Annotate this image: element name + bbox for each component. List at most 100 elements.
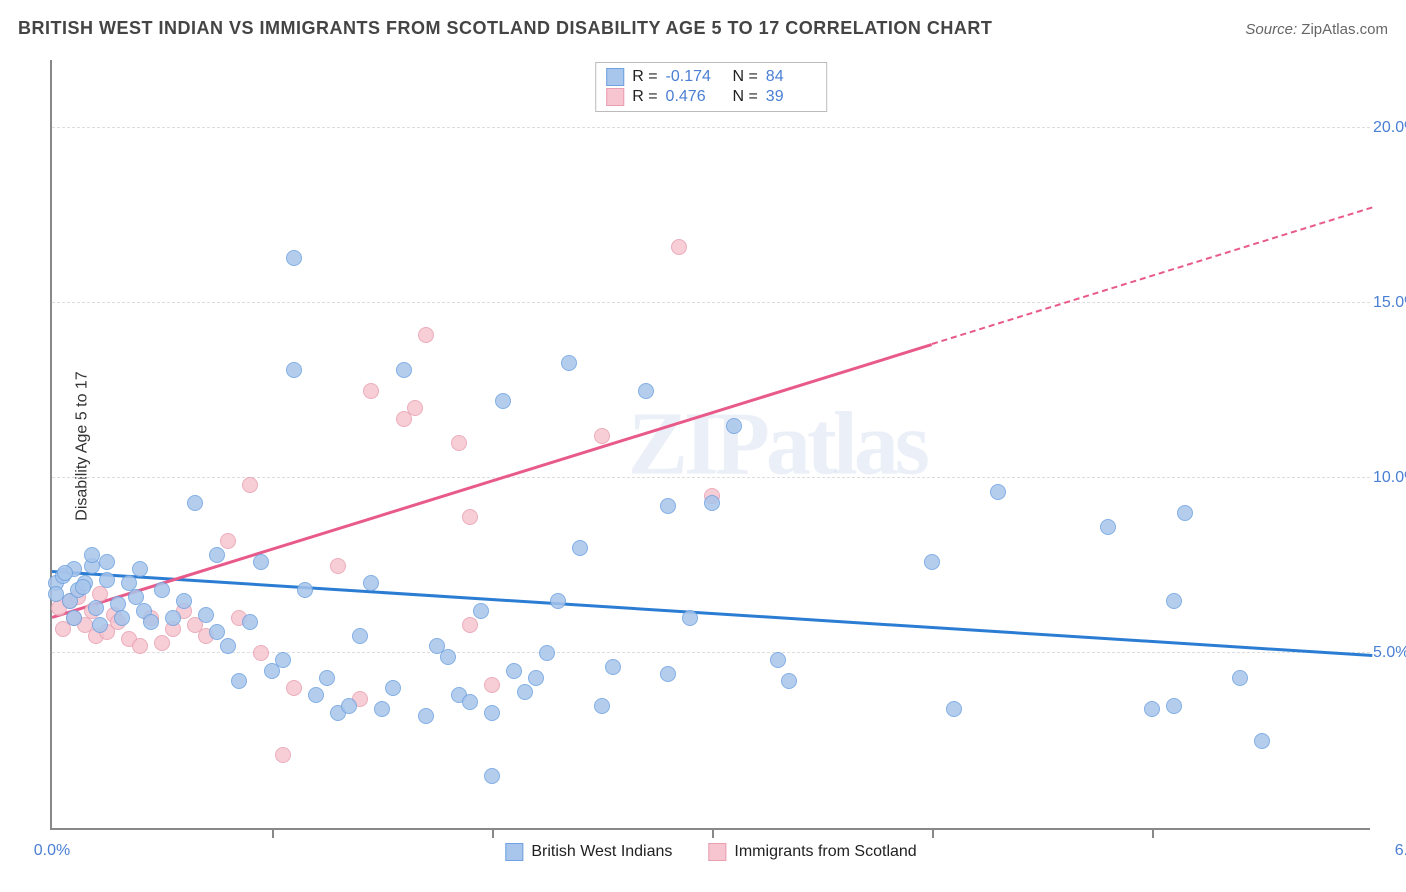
data-point-blue	[1100, 519, 1116, 535]
data-point-pink	[462, 509, 478, 525]
legend-label: British West Indians	[531, 843, 672, 861]
data-point-blue	[924, 554, 940, 570]
data-point-blue	[297, 582, 313, 598]
data-point-blue	[308, 687, 324, 703]
legend-swatch	[606, 88, 624, 106]
stat-n-value: 84	[766, 68, 816, 86]
data-point-blue	[440, 649, 456, 665]
y-tick-label: 10.0%	[1373, 469, 1406, 487]
data-point-blue	[946, 701, 962, 717]
data-point-pink	[154, 635, 170, 651]
data-point-blue	[638, 383, 654, 399]
data-point-pink	[418, 327, 434, 343]
stat-n-label: N =	[724, 68, 758, 86]
data-point-pink	[462, 617, 478, 633]
x-tick	[1152, 828, 1154, 838]
data-point-blue	[385, 680, 401, 696]
data-point-blue	[660, 498, 676, 514]
legend-swatch	[606, 68, 624, 86]
data-point-blue	[99, 572, 115, 588]
data-point-blue	[132, 561, 148, 577]
data-point-blue	[682, 610, 698, 626]
data-point-pink	[484, 677, 500, 693]
data-point-blue	[75, 579, 91, 595]
data-point-blue	[341, 698, 357, 714]
data-point-blue	[1254, 733, 1270, 749]
data-point-blue	[154, 582, 170, 598]
series-legend: British West Indians Immigrants from Scot…	[505, 843, 916, 861]
data-point-blue	[286, 362, 302, 378]
data-point-blue	[220, 638, 236, 654]
data-point-blue	[1232, 670, 1248, 686]
data-point-pink	[253, 645, 269, 661]
data-point-blue	[66, 610, 82, 626]
legend-item: Immigrants from Scotland	[708, 843, 916, 861]
legend-swatch	[505, 843, 523, 861]
data-point-blue	[198, 607, 214, 623]
data-point-blue	[275, 652, 291, 668]
data-point-blue	[484, 768, 500, 784]
data-point-pink	[407, 400, 423, 416]
data-point-pink	[451, 435, 467, 451]
stat-n-label: N =	[724, 88, 758, 106]
data-point-blue	[484, 705, 500, 721]
data-point-blue	[374, 701, 390, 717]
data-point-blue	[209, 547, 225, 563]
data-point-blue	[1177, 505, 1193, 521]
x-tick	[932, 828, 934, 838]
source: Source: ZipAtlas.com	[1245, 21, 1388, 38]
data-point-blue	[418, 708, 434, 724]
data-point-blue	[143, 614, 159, 630]
data-point-blue	[209, 624, 225, 640]
gridline	[52, 302, 1370, 303]
x-tick	[272, 828, 274, 838]
watermark: ZIPatlas	[628, 393, 926, 496]
trend-line	[52, 343, 933, 618]
data-point-blue	[506, 663, 522, 679]
data-point-pink	[220, 533, 236, 549]
y-tick-label: 5.0%	[1373, 644, 1406, 662]
data-point-blue	[770, 652, 786, 668]
legend-swatch	[708, 843, 726, 861]
data-point-blue	[57, 565, 73, 581]
gridline	[52, 127, 1370, 128]
legend-item: British West Indians	[505, 843, 672, 861]
data-point-blue	[572, 540, 588, 556]
data-point-blue	[99, 554, 115, 570]
chart-title: BRITISH WEST INDIAN VS IMMIGRANTS FROM S…	[18, 18, 992, 39]
data-point-pink	[330, 558, 346, 574]
data-point-blue	[88, 600, 104, 616]
data-point-pink	[594, 428, 610, 444]
data-point-blue	[363, 575, 379, 591]
data-point-pink	[671, 239, 687, 255]
data-point-blue	[1166, 593, 1182, 609]
stat-r-label: R =	[632, 88, 657, 106]
y-tick-label: 15.0%	[1373, 294, 1406, 312]
data-point-blue	[1166, 698, 1182, 714]
data-point-blue	[781, 673, 797, 689]
data-point-blue	[396, 362, 412, 378]
stat-r-value: 0.476	[666, 88, 716, 106]
data-point-pink	[363, 383, 379, 399]
data-point-blue	[253, 554, 269, 570]
data-point-blue	[242, 614, 258, 630]
x-tick-label: 0.0%	[34, 842, 70, 860]
data-point-blue	[473, 603, 489, 619]
data-point-blue	[539, 645, 555, 661]
data-point-blue	[605, 659, 621, 675]
data-point-blue	[187, 495, 203, 511]
y-tick-label: 20.0%	[1373, 119, 1406, 137]
data-point-blue	[462, 694, 478, 710]
x-tick	[712, 828, 714, 838]
data-point-blue	[92, 617, 108, 633]
stats-row: R = -0.174 N = 84	[606, 67, 816, 87]
data-point-blue	[528, 670, 544, 686]
x-tick-label: 6.0%	[1395, 842, 1406, 860]
data-point-blue	[990, 484, 1006, 500]
data-point-pink	[275, 747, 291, 763]
trend-line-extrapolated	[932, 207, 1373, 345]
stats-legend-box: R = -0.174 N = 84R = 0.476 N = 39	[595, 62, 827, 112]
data-point-blue	[84, 547, 100, 563]
data-point-blue	[352, 628, 368, 644]
data-point-blue	[517, 684, 533, 700]
